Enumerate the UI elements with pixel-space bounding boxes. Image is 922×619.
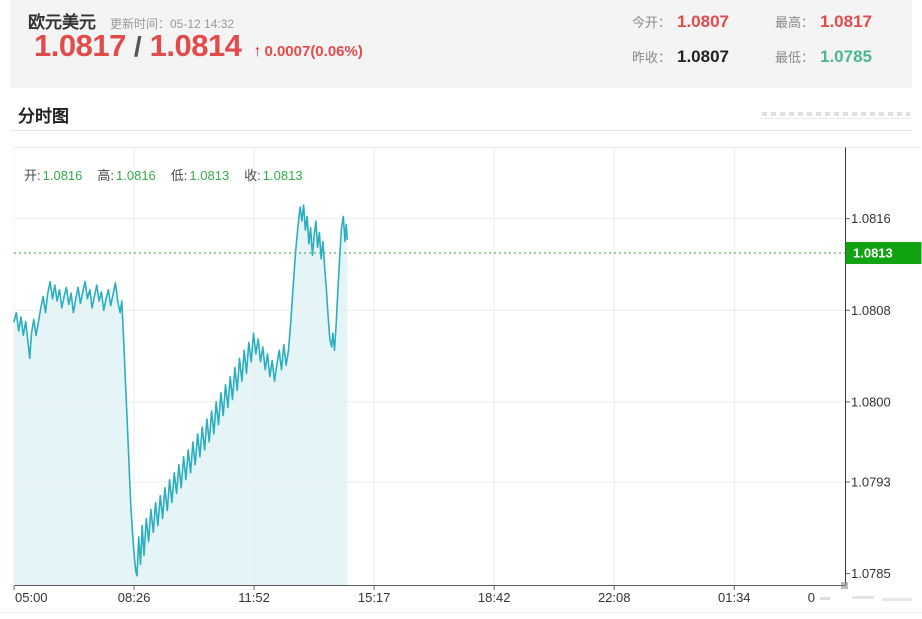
stat-low: 最低： 1.0785 (775, 47, 884, 67)
x-tick-label: 15:17 (358, 590, 391, 605)
corner-watermark-mark (820, 597, 830, 600)
stat-open: 今开： 1.0807 (632, 12, 741, 32)
stat-value: 1.0807 (676, 47, 729, 66)
ask-price: 1.0814 (149, 28, 242, 63)
x-tick-label-partial: 0 (808, 590, 815, 605)
daily-stats: 今开： 1.0807 最高： 1.0817 昨收： 1.0807 最低： 1.0785 (632, 12, 884, 67)
y-tick-label: 1.0808 (851, 303, 891, 318)
minute-chart: 05:00 08:26 11:52 15:17 18:42 22:08 01:34 0 1.08… (0, 145, 922, 619)
stat-label: 今开： (631, 15, 671, 30)
divider (0, 612, 922, 613)
legend-value: 1.0813 (189, 168, 230, 183)
x-tick-label: 11:52 (238, 590, 270, 605)
legend-label: 开: (24, 168, 41, 183)
corner-watermark-mark (882, 598, 912, 601)
legend-value: 1.0816 (116, 168, 156, 183)
legend-high: 高: 1.0816 (97, 165, 155, 184)
legend-label: 高: (97, 168, 115, 183)
price-line (13, 204, 349, 577)
legend-value: 1.0813 (262, 168, 303, 183)
symbol-row: 欧元美元 更新时间：05-12 14:32 (28, 8, 234, 33)
price-separator: / (133, 31, 142, 62)
legend-open: 开: 1.0816 (24, 165, 82, 184)
x-tick-label: 08:26 (118, 590, 151, 605)
legend-low: 低: 1.0813 (171, 165, 229, 184)
current-price-badge (845, 242, 922, 265)
update-time: 更新时间：05-12 14:32 (110, 17, 235, 31)
section-header: 分时图 (10, 88, 912, 131)
legend-value: 1.0816 (42, 168, 83, 183)
x-tick-label: 05:00 (15, 590, 48, 605)
current-price-badge-label: 1.0813 (853, 246, 893, 261)
corner-watermark-mark (852, 596, 874, 599)
quote-header: 欧元美元 更新时间：05-12 14:32 1.0817 / 1.0814 ↑ … (10, 0, 912, 88)
bid-price: 1.0817 (34, 28, 126, 63)
stat-value: 1.0817 (820, 12, 872, 31)
stat-label: 最高： (774, 15, 814, 30)
x-tick-label: 01:34 (718, 590, 751, 605)
ohlc-legend: 开: 1.0816 高: 1.0816 低: 1.0813 收: 1.0813 (24, 165, 303, 184)
y-tick-label: 1.0793 (851, 474, 891, 489)
faint-watermark-underline (760, 118, 910, 119)
stat-label: 昨收： (631, 50, 671, 65)
price-area-fill (14, 204, 348, 585)
x-tick-label: 22:08 (598, 590, 631, 605)
stat-value: 1.0807 (676, 12, 729, 31)
y-tick-label: 1.0816 (851, 211, 891, 226)
faint-watermark-text (762, 112, 910, 116)
legend-close: 收: 1.0813 (244, 165, 302, 184)
chart-canvas[interactable]: 05:00 08:26 11:52 15:17 18:42 22:08 01:34 0 1.08… (0, 145, 922, 619)
stat-label: 最低： (774, 50, 814, 65)
symbol-name: 欧元美元 (28, 13, 96, 32)
change-value: 0.0007(0.06%) (264, 43, 363, 60)
up-arrow-icon: ↑ (253, 43, 262, 60)
section-title: 分时图 (18, 107, 69, 126)
stat-value: 1.0785 (820, 47, 872, 66)
legend-label: 低: (170, 168, 188, 183)
y-tick-label: 1.0785 (851, 566, 891, 581)
price-row: 1.0817 / 1.0814 ↑ 0.0007(0.06%) (34, 28, 363, 64)
legend-label: 收: (244, 168, 261, 183)
stat-high: 最高： 1.0817 (775, 12, 884, 32)
x-tick-label: 18:42 (478, 590, 511, 605)
corner-watermark-icon (841, 582, 848, 589)
stat-prev-close: 昨收： 1.0807 (632, 47, 741, 67)
y-tick-label: 1.0800 (851, 394, 891, 409)
